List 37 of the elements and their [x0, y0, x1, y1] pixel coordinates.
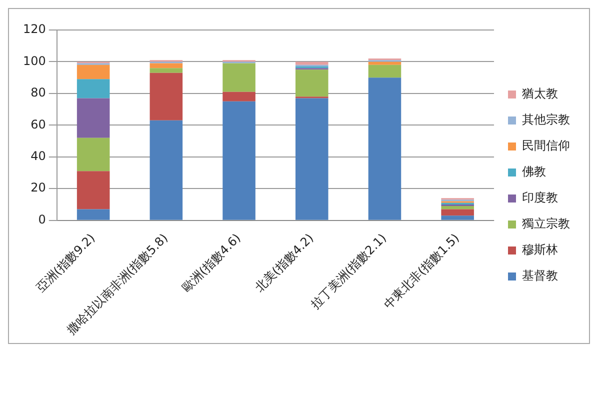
legend-label: 穆斯林	[522, 242, 558, 257]
bar	[76, 98, 110, 138]
y-tick-label: 40	[30, 149, 46, 164]
bar	[295, 70, 328, 97]
legend-label: 其他宗教	[522, 112, 570, 127]
y-tick-label: 20	[30, 180, 46, 195]
bar	[441, 216, 474, 220]
y-tick-label: 60	[30, 117, 46, 132]
bar	[76, 171, 110, 210]
legend-label: 基督教	[522, 268, 558, 283]
bar	[150, 68, 183, 73]
bar	[150, 120, 183, 220]
bar	[76, 209, 110, 220]
bar	[150, 72, 183, 120]
bar	[368, 64, 402, 78]
bar	[441, 209, 474, 216]
legend-label: 獨立宗教	[522, 216, 570, 231]
legend-label: 佛教	[522, 164, 546, 179]
bar	[295, 62, 328, 65]
bar	[222, 92, 256, 102]
bar	[368, 78, 402, 220]
bar	[76, 79, 110, 98]
bar	[368, 62, 402, 65]
bar	[150, 63, 183, 68]
legend-label: 民間信仰	[522, 138, 570, 153]
y-tick-label: 80	[30, 86, 46, 100]
bar	[441, 206, 474, 210]
y-tick-label: 120	[23, 22, 46, 36]
legend-label: 印度教	[522, 190, 558, 205]
bar	[295, 98, 328, 220]
bar	[76, 64, 110, 80]
y-tick-label: 0	[38, 212, 46, 226]
y-tick-label: 100	[23, 54, 46, 68]
legend-label: 猶太教	[522, 86, 558, 101]
bar	[76, 138, 110, 172]
bar	[222, 101, 256, 220]
bar	[222, 63, 256, 92]
